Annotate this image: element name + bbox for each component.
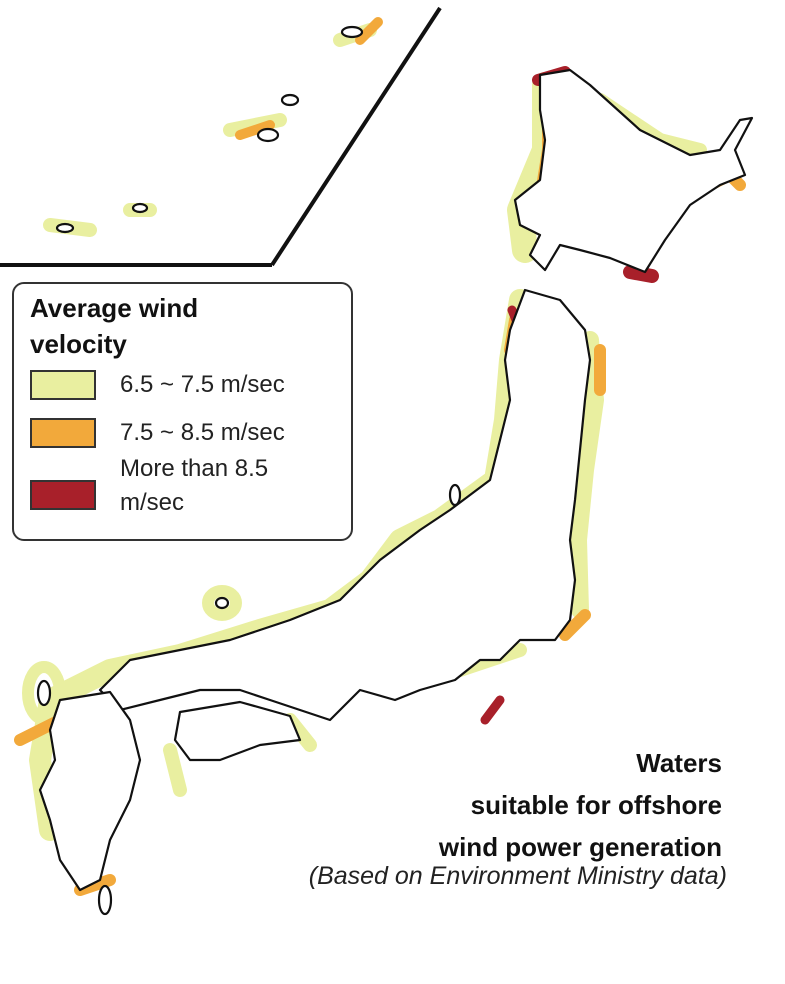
island bbox=[36, 679, 52, 707]
shikoku bbox=[173, 700, 302, 762]
island bbox=[448, 483, 462, 507]
island bbox=[280, 93, 300, 107]
land bbox=[36, 25, 754, 916]
inset-border bbox=[0, 6, 442, 267]
hokkaido bbox=[513, 68, 754, 274]
legend-title: Average wind velocity bbox=[30, 293, 199, 359]
kyushu bbox=[38, 690, 142, 892]
island bbox=[214, 596, 230, 610]
island bbox=[340, 25, 364, 39]
legend-swatch bbox=[30, 370, 96, 400]
source-note: (Based on Environment Ministry data) bbox=[308, 862, 727, 890]
caption-line: Waters bbox=[636, 748, 722, 778]
legend-label: 6.5 ~ 7.5 m/sec bbox=[120, 371, 285, 398]
island bbox=[55, 222, 75, 234]
island bbox=[131, 202, 149, 214]
caption-line: suitable for offshore bbox=[470, 790, 722, 820]
legend-label: 7.5 ~ 8.5 m/sec bbox=[120, 419, 285, 446]
caption-line: wind power generation bbox=[438, 832, 722, 862]
legend-swatch bbox=[30, 480, 96, 510]
legend-label: More than 8.5 m/sec bbox=[120, 455, 269, 516]
island bbox=[256, 127, 280, 143]
legend-swatch bbox=[30, 418, 96, 448]
island bbox=[97, 884, 113, 916]
caption: Waters suitable for offshore wind power … bbox=[439, 742, 722, 868]
honshu bbox=[98, 288, 592, 722]
legend: Average wind velocity 6.5 ~ 7.5 m/sec 7.… bbox=[12, 282, 353, 541]
